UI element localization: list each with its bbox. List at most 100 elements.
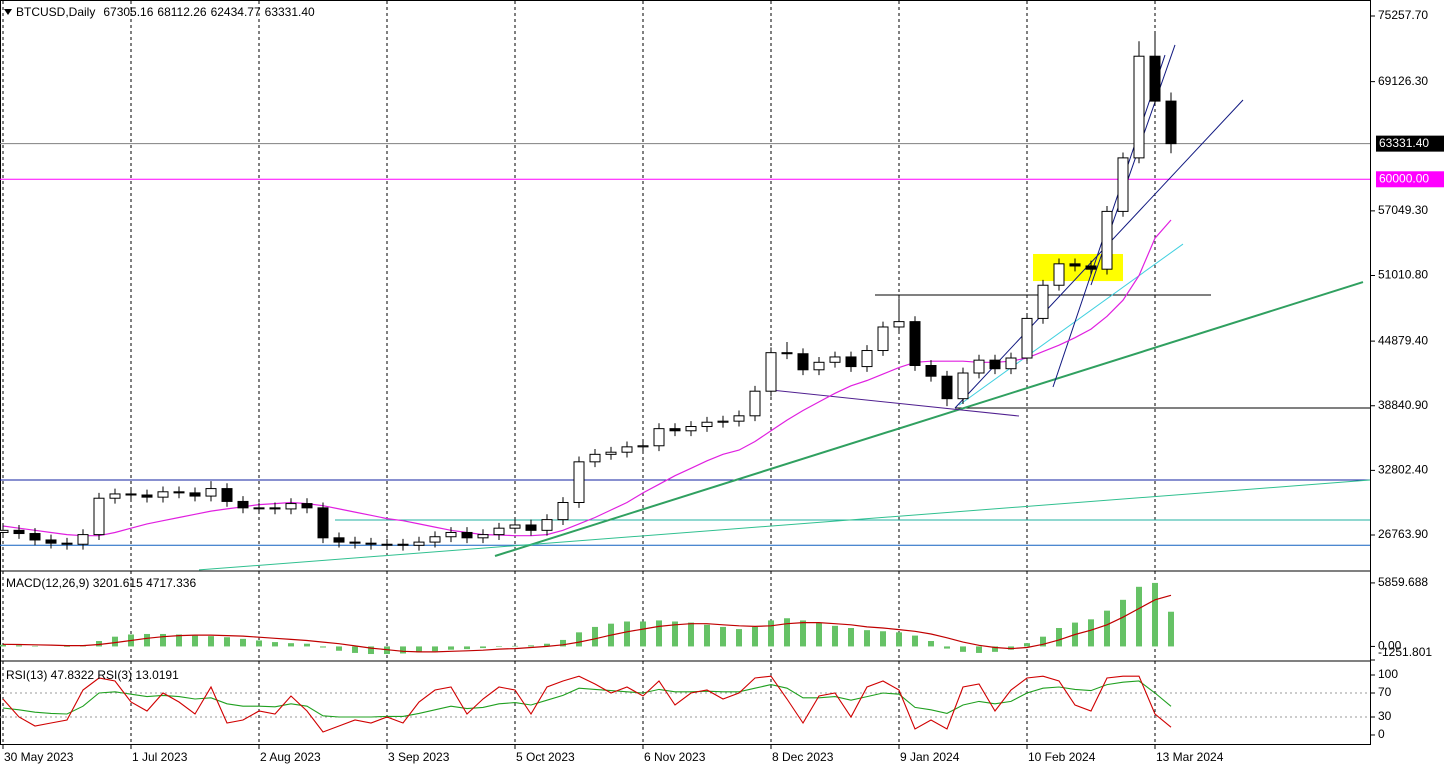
candle-body: [797, 353, 809, 371]
candle-body: [301, 503, 313, 509]
macd-bar: [256, 640, 262, 647]
candle-body: [45, 539, 57, 544]
candle-body: [701, 421, 713, 428]
candle-body: [781, 352, 793, 355]
trendline: [198, 479, 1371, 571]
macd-bar: [864, 630, 870, 647]
y-tick-label: 30: [1378, 709, 1392, 723]
macd-bar: [112, 636, 118, 647]
macd-bar: [816, 622, 822, 647]
y-tick-label: 32802.40: [1378, 463, 1428, 477]
macd-bar: [560, 639, 566, 647]
candle-body: [557, 501, 569, 521]
candle-body: [77, 534, 89, 545]
candle-body: [237, 500, 249, 509]
candle-body: [413, 541, 425, 546]
macd-bar: [656, 620, 662, 647]
candle-body: [93, 497, 105, 536]
macd-bar: [368, 646, 374, 655]
macd-bar: [720, 626, 726, 647]
macd-bar: [768, 620, 774, 647]
candle-body: [973, 359, 985, 374]
y-tick-label: 26763.90: [1378, 527, 1428, 541]
macd-bar: [352, 646, 358, 653]
candle-body: [893, 321, 905, 328]
close-label: 63331.40: [265, 5, 315, 19]
candle-body: [493, 527, 505, 536]
candle-body: [621, 446, 633, 453]
x-tick-label: 2 Aug 2023: [260, 750, 321, 764]
macd-bar: [208, 636, 214, 647]
macd-bar: [1168, 611, 1174, 647]
macd-bar: [800, 620, 806, 647]
macd-bar: [960, 646, 966, 652]
macd-bar: [240, 638, 246, 647]
y-tick-label: 0.00: [1378, 639, 1402, 653]
macd-bar: [32, 645, 38, 647]
macd-bar: [688, 622, 694, 647]
candle-body: [989, 359, 1001, 370]
candle-body: [1005, 357, 1017, 370]
candle-body: [445, 531, 457, 538]
candle-body: [1133, 55, 1145, 159]
macd-bar: [1024, 643, 1030, 647]
macd-signal: [2, 594, 1172, 653]
y-tick-label: 0: [1378, 727, 1385, 741]
macd-bar: [896, 632, 902, 647]
macd-bar: [16, 645, 22, 647]
x-tick-label: 13 Mar 2024: [1156, 750, 1224, 764]
candle-body: [589, 453, 601, 463]
candle-body: [381, 543, 393, 546]
candle-body: [0, 529, 9, 533]
candle-body: [877, 326, 889, 352]
macd-bar: [272, 642, 278, 647]
candle-body: [573, 461, 585, 503]
price-tag: [1376, 135, 1444, 152]
macd-bar: [336, 646, 342, 651]
candle-body: [941, 375, 953, 400]
candle-body: [1037, 284, 1049, 319]
candle-body: [717, 420, 729, 423]
candle-body: [909, 321, 921, 367]
macd-bar: [912, 635, 918, 647]
macd-bar: [448, 646, 454, 650]
macd-bar: [464, 646, 470, 650]
candle-body: [845, 356, 857, 368]
candle-body: [109, 493, 121, 499]
macd-bar: [944, 646, 950, 649]
candle-body: [285, 503, 297, 510]
macd-bar: [416, 646, 422, 653]
candle-body: [541, 519, 553, 531]
macd-bar: [624, 621, 630, 647]
candle-body: [397, 543, 409, 546]
macd-bar: [832, 625, 838, 647]
plot-frame: [0, 0, 1371, 745]
macd-bar: [880, 631, 886, 647]
candle-body: [333, 537, 345, 543]
candle-body: [13, 529, 25, 535]
menu-arrow: [4, 9, 12, 15]
candle-body: [733, 415, 745, 422]
macd-bar: [1104, 610, 1110, 647]
macd-bar: [512, 645, 518, 647]
macd-bar: [976, 646, 982, 653]
macd-bar: [784, 618, 790, 647]
candle-body: [749, 390, 761, 417]
candle-body: [653, 428, 665, 447]
macd-bar: [432, 646, 438, 652]
candle-body: [1069, 263, 1081, 267]
candle-body: [1149, 55, 1161, 102]
candle-body: [1117, 157, 1129, 212]
macd-bar: [400, 646, 406, 654]
y-tick-label: 38840.90: [1378, 398, 1428, 412]
y-tick-label: 70: [1378, 685, 1392, 699]
candle-body: [189, 492, 201, 497]
rsi-line: [2, 680, 1172, 718]
y-tick-label: 51010.80: [1378, 268, 1428, 282]
candle-body: [925, 365, 937, 377]
macd-bar: [176, 634, 182, 647]
macd-bar: [992, 646, 998, 652]
x-tick-label: 30 May 2023: [4, 750, 74, 764]
macd-bar: [736, 629, 742, 647]
